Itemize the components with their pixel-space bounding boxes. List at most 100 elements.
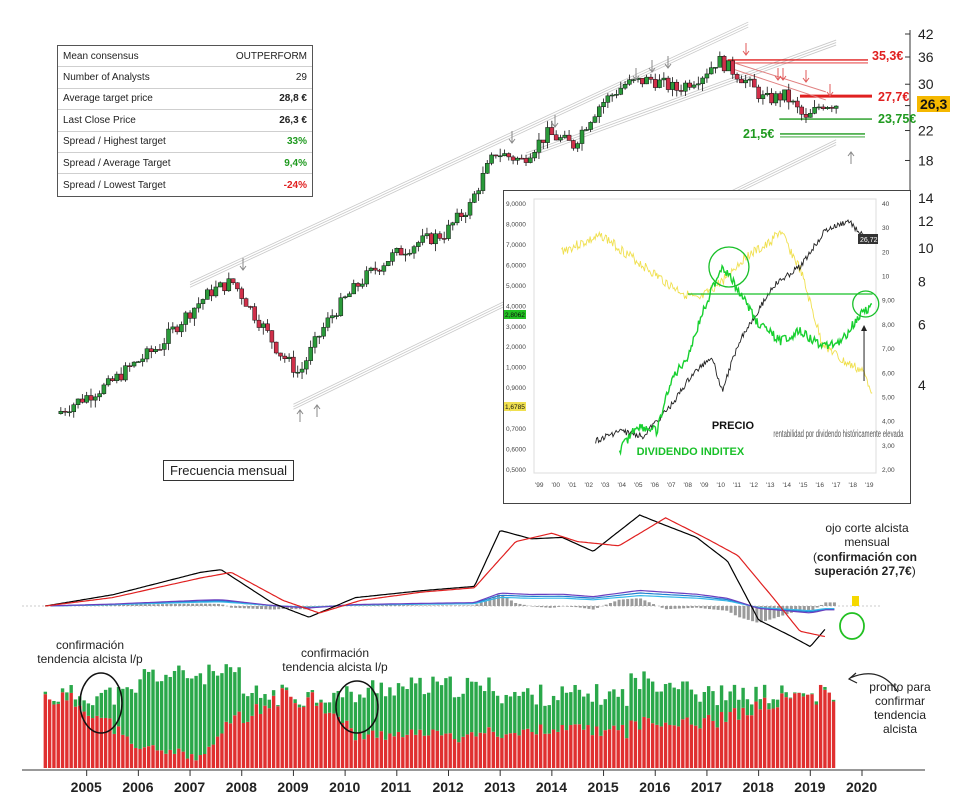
inset-year-tick: '09 — [700, 482, 709, 489]
strength-bar-green — [202, 684, 207, 754]
strength-bar-green — [706, 686, 711, 715]
oscillator-bar — [221, 604, 225, 606]
strength-bar-red — [534, 734, 539, 768]
strength-bar-green — [487, 677, 491, 728]
candle-up — [153, 349, 158, 352]
strength-bar-green — [663, 684, 668, 723]
strength-bar-green — [569, 692, 573, 726]
strength-bar-red — [495, 736, 500, 768]
oscillator-bar — [148, 604, 152, 606]
strength-bar-red — [633, 721, 638, 768]
oscillator-bar — [415, 605, 419, 606]
oscillator-bar — [764, 606, 768, 621]
candle-up — [213, 286, 219, 297]
price-tick-label: 10 — [918, 240, 934, 256]
candle-down — [734, 74, 740, 80]
candle-down — [62, 410, 68, 413]
candle-down — [519, 157, 524, 160]
strength-bar-green — [612, 689, 616, 726]
oscillator-bar — [768, 606, 772, 620]
strength-bar-red — [254, 704, 259, 768]
oscillator-bar — [389, 604, 393, 606]
inset-year-tick: '07 — [667, 482, 676, 489]
strength-bar-green — [672, 687, 676, 726]
strength-bar-green — [405, 689, 409, 735]
candle-up — [812, 107, 817, 114]
strength-bar-green — [56, 701, 60, 704]
candle-down — [459, 212, 464, 217]
candle-up — [816, 106, 822, 109]
oscillator-bar — [695, 606, 699, 608]
candle-up — [144, 348, 150, 360]
strength-bar-red — [293, 703, 297, 768]
strength-bar-red — [168, 749, 172, 768]
candle-up — [131, 361, 137, 367]
oscillator-bar — [819, 604, 823, 606]
strength-bar-green — [517, 695, 521, 736]
strength-bar-red — [797, 692, 801, 768]
strength-bar-red — [793, 693, 797, 768]
oscillator-bar — [733, 606, 737, 616]
candle-down — [282, 355, 288, 359]
oscillator-bar — [578, 606, 582, 608]
inset-right-tick: 4,00 — [882, 419, 895, 426]
inset-year-tick: '02 — [585, 482, 594, 489]
strength-bar-green — [233, 672, 237, 716]
confirmacion-suffix: ) — [911, 564, 916, 578]
strength-bar-red — [814, 704, 819, 768]
oscillator-bar — [811, 606, 815, 611]
strength-bar-red — [108, 718, 112, 768]
oscillator-bar — [660, 606, 664, 608]
oscillator-bar — [471, 605, 475, 606]
consensus-row: Mean consensus OUTPERFORM — [58, 46, 312, 68]
year-tick-label: 2011 — [381, 779, 412, 795]
year-tick-label: 2016 — [639, 779, 670, 795]
consensus-label: Number of Analysts — [63, 72, 150, 84]
strength-bar-green — [719, 685, 724, 712]
oscillator-bar — [690, 606, 694, 608]
oscillator-bar — [518, 603, 522, 606]
candle-up — [390, 252, 395, 262]
candle-up — [446, 224, 451, 239]
strength-bar-red — [112, 733, 116, 768]
oscillator-bar — [182, 603, 186, 606]
oscillator-bar — [234, 606, 238, 608]
inset-yellow-badge — [504, 402, 526, 411]
strength-bar-red — [500, 737, 504, 768]
strength-bar-green — [577, 689, 582, 725]
strength-bar-red — [668, 724, 672, 768]
channel-line — [189, 24, 749, 286]
oscillator-bar — [509, 600, 513, 606]
strength-bar-green — [482, 691, 487, 734]
strength-bar-red — [439, 735, 444, 768]
pronto-note: pronto para confirmar tendencia alcista — [869, 680, 931, 736]
inset-year-tick: '06 — [651, 482, 660, 489]
level-high-label: 35,3€ — [872, 49, 904, 63]
candle-up — [351, 283, 356, 295]
strength-bar-red — [711, 720, 715, 768]
oscillator-bar — [264, 606, 268, 610]
strength-bar-red — [728, 711, 732, 768]
strength-bar-green — [422, 694, 427, 736]
oscillator-bar — [574, 606, 578, 608]
strength-bar-red — [823, 689, 827, 768]
strength-bar-green — [500, 703, 504, 738]
oscillator-bar — [544, 606, 548, 608]
strength-bar-red — [207, 746, 211, 768]
strength-bar-red — [504, 734, 508, 768]
level-support-mid-label: 23,75€ — [878, 112, 917, 126]
strength-bar-green — [603, 699, 607, 731]
strength-bar-red — [375, 737, 379, 768]
strength-bar-green — [414, 683, 418, 735]
candle-down — [157, 349, 163, 351]
oscillator-bar — [212, 603, 216, 606]
candle-up — [67, 411, 72, 414]
oscillator-bar — [419, 605, 423, 606]
strength-bar-green — [129, 689, 134, 744]
strength-bar-green — [43, 691, 48, 695]
oscillator-bar — [165, 604, 169, 606]
candle-up — [558, 137, 563, 141]
candle-up — [75, 398, 81, 405]
strength-bar-green — [271, 690, 276, 696]
oscillator-bar — [630, 598, 634, 606]
